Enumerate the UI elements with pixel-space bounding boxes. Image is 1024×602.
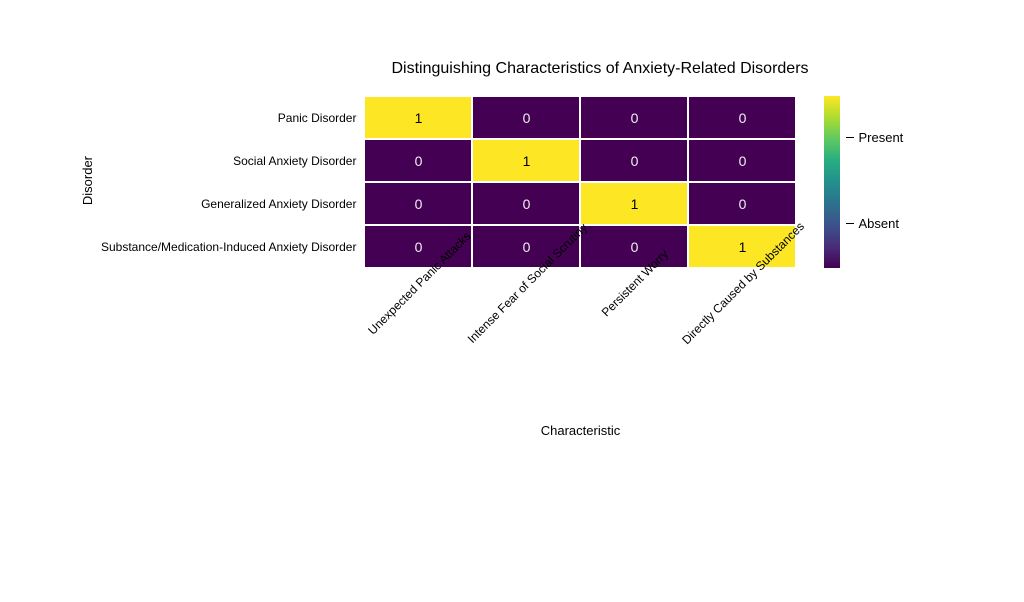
heatmap-cell: 0 [580, 139, 688, 182]
heatmap-cell: 1 [580, 182, 688, 225]
heatmap-cell: 0 [580, 96, 688, 139]
x-tick-label: Unexpected Panic Attacks [364, 274, 472, 288]
heatmap-row: 0100 [364, 139, 796, 182]
y-tick-label: Panic Disorder [101, 96, 364, 139]
heatmap-cell: 0 [472, 96, 580, 139]
colorbar: Present Absent [824, 96, 916, 268]
colorbar-tick: Absent [846, 216, 898, 231]
heatmap-cell: 0 [688, 182, 796, 225]
colorbar-gradient [824, 96, 840, 268]
y-tick-label: Social Anxiety Disorder [101, 139, 364, 182]
grid-and-x: 1000010000100001 Unexpected Panic Attack… [364, 96, 796, 438]
y-tick-label: Generalized Anxiety Disorder [101, 182, 364, 225]
heatmap-cell: 0 [688, 96, 796, 139]
y-tick-labels: Panic DisorderSocial Anxiety DisorderGen… [101, 96, 364, 268]
y-axis-label: Disorder [80, 156, 95, 205]
heatmap-row: 0010 [364, 182, 796, 225]
colorbar-tick-label: Present [858, 130, 903, 145]
heatmap-cell: 1 [472, 139, 580, 182]
heatmap-grid: 1000010000100001 [364, 96, 796, 268]
heatmap-cell: 0 [472, 182, 580, 225]
x-tick-label: Persistent Worry [580, 274, 688, 288]
colorbar-ticks: Present Absent [846, 96, 916, 268]
heatmap-chart: Distinguishing Characteristics of Anxiet… [80, 60, 980, 560]
heatmap-cell: 0 [364, 139, 472, 182]
heatmap-cell: 0 [364, 182, 472, 225]
heatmap-cell: 0 [688, 139, 796, 182]
heatmap-cell: 1 [364, 96, 472, 139]
x-axis-label: Characteristic [364, 423, 796, 438]
colorbar-tick-label: Absent [858, 216, 898, 231]
y-tick-label: Substance/Medication-Induced Anxiety Dis… [101, 225, 364, 268]
chart-body: Disorder Panic DisorderSocial Anxiety Di… [80, 96, 980, 438]
heatmap-row: 1000 [364, 96, 796, 139]
x-tick-labels: Unexpected Panic AttacksIntense Fear of … [364, 274, 796, 288]
heatmap-cell: 0 [580, 225, 688, 268]
x-tick-label: Intense Fear of Social Scrutiny [472, 274, 580, 288]
x-tick-label: Directly Caused by Substances [688, 274, 796, 288]
chart-title: Distinguishing Characteristics of Anxiet… [80, 60, 980, 78]
colorbar-tick: Present [846, 130, 903, 145]
